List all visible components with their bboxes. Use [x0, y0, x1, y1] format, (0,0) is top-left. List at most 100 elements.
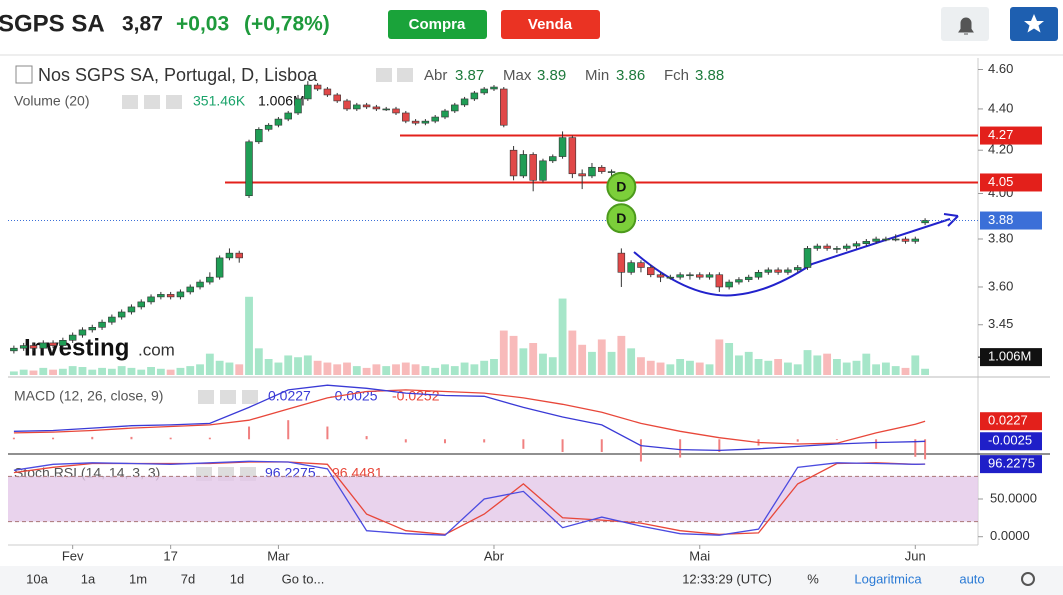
- candle-body: [872, 238, 880, 242]
- candle-body: [539, 160, 547, 181]
- volume-bar: [744, 351, 753, 375]
- volume-bar: [411, 364, 420, 375]
- macd-histogram-bar: [796, 439, 799, 442]
- stoch-band: [8, 476, 978, 522]
- gear-icon[interactable]: [397, 68, 413, 82]
- volume-bar: [19, 369, 28, 375]
- candle-body: [735, 279, 743, 283]
- macd-histogram-bar: [718, 439, 721, 452]
- candle-body: [29, 345, 38, 349]
- candle-body: [431, 116, 439, 122]
- buy-button[interactable]: [388, 10, 487, 39]
- candle-body: [333, 94, 341, 102]
- volume-bar: [156, 368, 165, 375]
- toolbar-item[interactable]: 10a: [26, 571, 48, 586]
- candle-body: [470, 92, 479, 100]
- macd-histogram-bar: [600, 439, 603, 452]
- candle-body: [842, 245, 851, 249]
- candle-body: [362, 104, 371, 108]
- sell-label[interactable]: Venda: [528, 16, 573, 33]
- y-tick-label: 3.80: [988, 230, 1013, 245]
- candle-body: [186, 286, 194, 293]
- toolbar-item[interactable]: 1d: [230, 571, 244, 586]
- candle-body: [127, 306, 136, 313]
- stoch-k-label: 96.2275: [988, 456, 1035, 471]
- volume-last: 351.46K: [193, 93, 246, 109]
- settings-icon[interactable]: [1021, 572, 1035, 586]
- volume-bar: [9, 371, 18, 375]
- candle-body: [568, 137, 577, 175]
- macd-histogram-bar: [443, 439, 446, 444]
- macd-histogram-bar: [483, 439, 486, 443]
- candle-body: [166, 294, 175, 298]
- macd-label: -0.0025: [988, 433, 1032, 448]
- buy-label[interactable]: Compra: [409, 16, 466, 33]
- volume-bar: [274, 362, 283, 375]
- toolbar-item[interactable]: 1a: [81, 571, 96, 586]
- volume-bar: [774, 359, 783, 375]
- gear-icon[interactable]: [144, 95, 160, 109]
- candle-body: [862, 241, 871, 244]
- event-marker[interactable]: [606, 203, 637, 234]
- candle-body: [59, 340, 67, 346]
- candle-body: [803, 248, 812, 268]
- status-item[interactable]: %: [807, 571, 819, 586]
- candle-body: [725, 281, 733, 288]
- volume-ma-label: 1.006M: [988, 349, 1031, 364]
- eye-icon[interactable]: [122, 95, 138, 109]
- candle-body: [519, 154, 528, 177]
- candle-body: [10, 347, 18, 352]
- gear-icon[interactable]: [220, 390, 236, 404]
- volume-bar: [666, 364, 675, 375]
- x-tick-label: Mar: [267, 548, 290, 563]
- y-tick-label: 50.0000: [990, 490, 1037, 505]
- macd-histogram-bar: [914, 439, 917, 457]
- candle-body: [402, 112, 410, 122]
- candle-body: [19, 345, 28, 349]
- ohlc-label: Abr: [424, 67, 447, 84]
- event-marker[interactable]: [606, 171, 637, 202]
- eye-icon[interactable]: [376, 68, 392, 82]
- macd-histogram-bar: [924, 439, 927, 460]
- candle-body: [607, 171, 616, 173]
- close-icon[interactable]: [166, 95, 182, 109]
- toolbar-item[interactable]: Go to...: [282, 571, 325, 586]
- candle-body: [744, 276, 753, 280]
- eye-icon[interactable]: [198, 390, 214, 404]
- macd-signal-value: 0.0227: [268, 388, 311, 404]
- macd-histogram-bar: [326, 426, 329, 440]
- macd-line: [13, 384, 926, 452]
- chart-title: Nos SGPS SA, Portugal, D, Lisboa: [38, 65, 318, 85]
- candle-body: [353, 104, 361, 110]
- collapse-icon[interactable]: [15, 65, 33, 84]
- toolbar-item[interactable]: 7d: [181, 571, 195, 586]
- status-item[interactable]: Logaritmica: [854, 571, 922, 586]
- status-item[interactable]: auto: [959, 571, 984, 586]
- candle-body: [921, 220, 929, 224]
- candle-body: [343, 100, 351, 110]
- close-icon[interactable]: [242, 390, 258, 404]
- hline-label-box: [980, 126, 1042, 145]
- volume-bar: [323, 362, 332, 375]
- x-tick-label: Fev: [62, 548, 84, 563]
- candle-body: [441, 110, 449, 118]
- volume-bar: [225, 362, 234, 375]
- sell-button[interactable]: [501, 10, 600, 39]
- volume-bar: [186, 366, 195, 375]
- volume-bar: [294, 357, 302, 375]
- volume-bar: [676, 359, 685, 375]
- ohlc-value: 3.87: [455, 67, 484, 84]
- volume-bar: [568, 330, 577, 375]
- volume-bar: [588, 351, 596, 375]
- candle-body: [392, 108, 400, 114]
- toolbar-item[interactable]: 1m: [129, 571, 147, 586]
- macd-histogram-bar: [875, 439, 878, 449]
- volume-bar: [137, 369, 146, 375]
- last-price-label-box: [980, 211, 1042, 230]
- x-tick-label: 17: [163, 548, 177, 563]
- hline-label: 4.05: [988, 174, 1013, 189]
- candle-body: [274, 118, 283, 126]
- y-tick-label: 0.0000: [990, 528, 1030, 543]
- candle-body: [460, 98, 469, 106]
- candle-body: [833, 248, 841, 250]
